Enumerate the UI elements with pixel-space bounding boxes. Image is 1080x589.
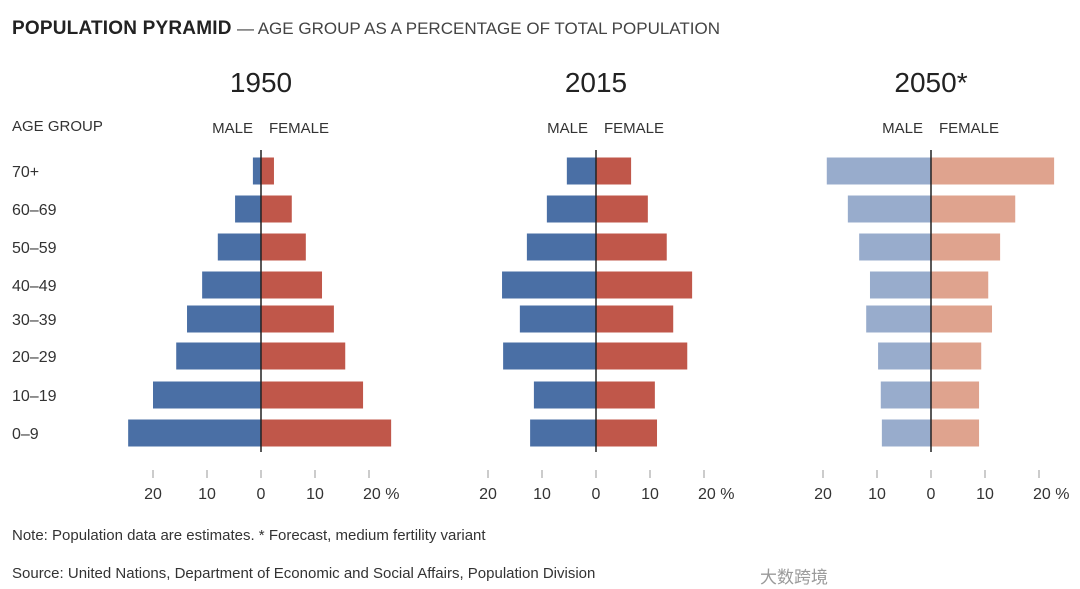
male-bar (566, 157, 596, 185)
male-bar (503, 342, 596, 370)
female-bar (261, 342, 346, 370)
x-tick-label: 10 (306, 486, 324, 503)
male-bar (546, 195, 596, 223)
source-text: Source: United Nations, Department of Ec… (12, 565, 596, 582)
panel-year-title: 2015 (565, 67, 627, 98)
x-tick-label: 0 (257, 486, 266, 503)
female-bar (261, 305, 334, 333)
age-label: 0–9 (12, 426, 39, 443)
watermark: 大数跨境 (760, 568, 828, 587)
male-bar (217, 233, 261, 261)
female-bar (261, 271, 323, 299)
female-bar (931, 195, 1016, 223)
x-tick-label: 20 (144, 486, 162, 503)
title-subtitle: — AGE GROUP AS A PERCENTAGE OF TOTAL POP… (236, 19, 720, 38)
x-tick-label: 10 (868, 486, 886, 503)
male-bar (519, 305, 596, 333)
age-group-header: AGE GROUP (12, 118, 103, 135)
female-bar (596, 157, 632, 185)
panel-year-title: 1950 (230, 67, 292, 98)
x-tick-label: 20 % (363, 486, 399, 503)
male-bar (176, 342, 261, 370)
male-bar (859, 233, 931, 261)
x-tick-label: 20 % (1033, 486, 1069, 503)
female-bar (931, 157, 1055, 185)
age-label: 70+ (12, 164, 39, 181)
male-bar (533, 381, 596, 409)
x-tick-label: 0 (927, 486, 936, 503)
male-bar (187, 305, 261, 333)
age-label: 20–29 (12, 349, 57, 366)
age-label: 60–69 (12, 202, 57, 219)
male-header: MALE (882, 120, 923, 137)
female-bar (596, 419, 658, 447)
female-header: FEMALE (939, 120, 999, 137)
x-tick-label: 10 (976, 486, 994, 503)
male-bar (881, 419, 931, 447)
x-tick-label: 10 (533, 486, 551, 503)
female-bar (596, 271, 693, 299)
male-header: MALE (212, 120, 253, 137)
x-tick-label: 0 (592, 486, 601, 503)
male-bar (826, 157, 931, 185)
female-bar (261, 381, 364, 409)
female-bar (596, 381, 655, 409)
x-tick-label: 20 % (698, 486, 734, 503)
female-bar (931, 381, 980, 409)
female-header: FEMALE (604, 120, 664, 137)
female-bar (931, 419, 980, 447)
male-bar (878, 342, 931, 370)
female-bar (931, 233, 1001, 261)
female-bar (261, 157, 274, 185)
male-bar (530, 419, 596, 447)
female-bar (261, 419, 392, 447)
male-bar (153, 381, 261, 409)
male-bar (869, 271, 931, 299)
male-bar (847, 195, 931, 223)
female-bar (931, 342, 982, 370)
male-bar (235, 195, 261, 223)
x-tick-label: 20 (814, 486, 832, 503)
female-bar (261, 233, 306, 261)
female-bar (931, 305, 993, 333)
female-bar (931, 271, 989, 299)
x-tick-label: 20 (479, 486, 497, 503)
figure-title: POPULATION PYRAMID — AGE GROUP AS A PERC… (12, 18, 720, 40)
male-bar (866, 305, 931, 333)
age-label: 30–39 (12, 312, 57, 329)
age-label: 50–59 (12, 240, 57, 257)
female-bar (261, 195, 292, 223)
male-bar (526, 233, 596, 261)
female-bar (596, 195, 648, 223)
x-tick-label: 10 (198, 486, 216, 503)
male-bar (128, 419, 261, 447)
male-bar (252, 157, 261, 185)
male-bar (880, 381, 931, 409)
female-bar (596, 305, 674, 333)
female-header: FEMALE (269, 120, 329, 137)
age-label: 40–49 (12, 278, 57, 295)
female-bar (596, 233, 667, 261)
male-header: MALE (547, 120, 588, 137)
x-tick-label: 10 (641, 486, 659, 503)
note-text: Note: Population data are estimates. * F… (12, 527, 486, 544)
male-bar (202, 271, 261, 299)
female-bar (596, 342, 688, 370)
panel-year-title: 2050* (894, 67, 967, 98)
title-main: POPULATION PYRAMID (12, 18, 232, 39)
male-bar (502, 271, 596, 299)
age-label: 10–19 (12, 388, 57, 405)
